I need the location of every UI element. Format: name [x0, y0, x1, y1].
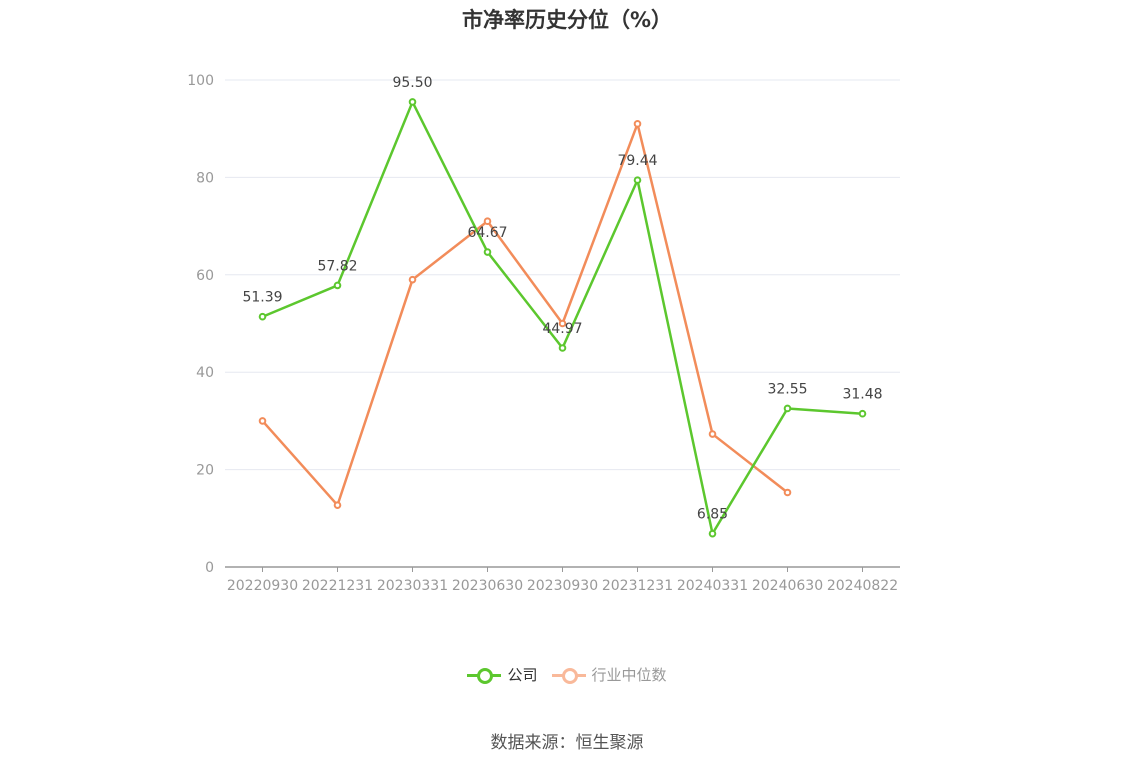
series-lines — [258, 98, 867, 538]
series-1-point — [708, 430, 717, 438]
series-0-point — [408, 98, 417, 106]
y-tick-label: 100 — [187, 73, 214, 89]
data-label: 95.50 — [392, 75, 432, 91]
series-1-point — [258, 417, 267, 425]
data-label: 6.85 — [697, 507, 728, 523]
legend-company-symbol-icon — [467, 665, 502, 685]
series-0-point — [483, 248, 492, 256]
x-tick-label: 20240822 — [827, 578, 898, 594]
legend-industry-symbol-icon — [551, 665, 586, 685]
series-1-point — [483, 217, 492, 226]
x-tick-label: 20230930 — [527, 578, 598, 594]
series-0-point — [858, 409, 867, 418]
series-1-point — [408, 275, 417, 284]
x-tick-label: 20221231 — [302, 578, 373, 594]
legend-item-industry-median[interactable]: 行业中位数 — [551, 664, 667, 685]
data-label: 79.44 — [617, 153, 657, 169]
data-label: 57.82 — [317, 258, 357, 274]
x-tick-label: 20231231 — [602, 578, 673, 594]
y-tick-label: 20 — [196, 463, 214, 479]
data-label: 32.55 — [767, 381, 807, 397]
data-label: 64.67 — [467, 225, 507, 241]
data-labels: 51.39 57.82 95.50 64.67 44.97 79.44 6.85 32.55 3… — [242, 75, 882, 523]
series-line-1 — [261, 122, 789, 507]
legend-company-label: 公司 — [507, 666, 538, 684]
x-tick-label: 20220930 — [227, 578, 298, 594]
series-1-point — [333, 501, 342, 509]
chart-title: 市净率历史分位（%） — [461, 8, 673, 32]
y-tick-label: 80 — [196, 170, 214, 186]
series-0-point — [558, 344, 567, 352]
data-label: 51.39 — [242, 290, 282, 306]
series-0-point — [708, 529, 717, 538]
y-tick-label: 0 — [205, 560, 214, 576]
series-0-point — [783, 404, 792, 413]
y-tick-label: 60 — [196, 268, 214, 284]
data-label: 31.48 — [842, 387, 882, 403]
data-source: 数据来源：恒生聚源 — [490, 733, 644, 753]
series-line-0 — [262, 100, 863, 535]
legend: 公司 行业中位数 — [0, 664, 1134, 685]
y-tick-label: 40 — [196, 365, 214, 381]
x-tick-label: 20240630 — [752, 578, 823, 594]
legend-item-company[interactable]: 公司 — [467, 664, 538, 685]
series-0-point — [333, 281, 342, 290]
data-label: 44.97 — [542, 321, 582, 337]
x-tick-label: 20230331 — [377, 578, 448, 594]
series-0-point — [633, 176, 642, 184]
series-1-point — [558, 319, 567, 328]
series-1-point — [783, 488, 792, 497]
grid-lines — [225, 79, 900, 471]
x-tick-label: 20230630 — [452, 578, 523, 594]
x-tick-label: 20240331 — [677, 578, 748, 594]
legend-industry-median-label: 行业中位数 — [591, 666, 667, 684]
series-0-point — [258, 312, 267, 321]
series-1-point — [633, 120, 642, 128]
